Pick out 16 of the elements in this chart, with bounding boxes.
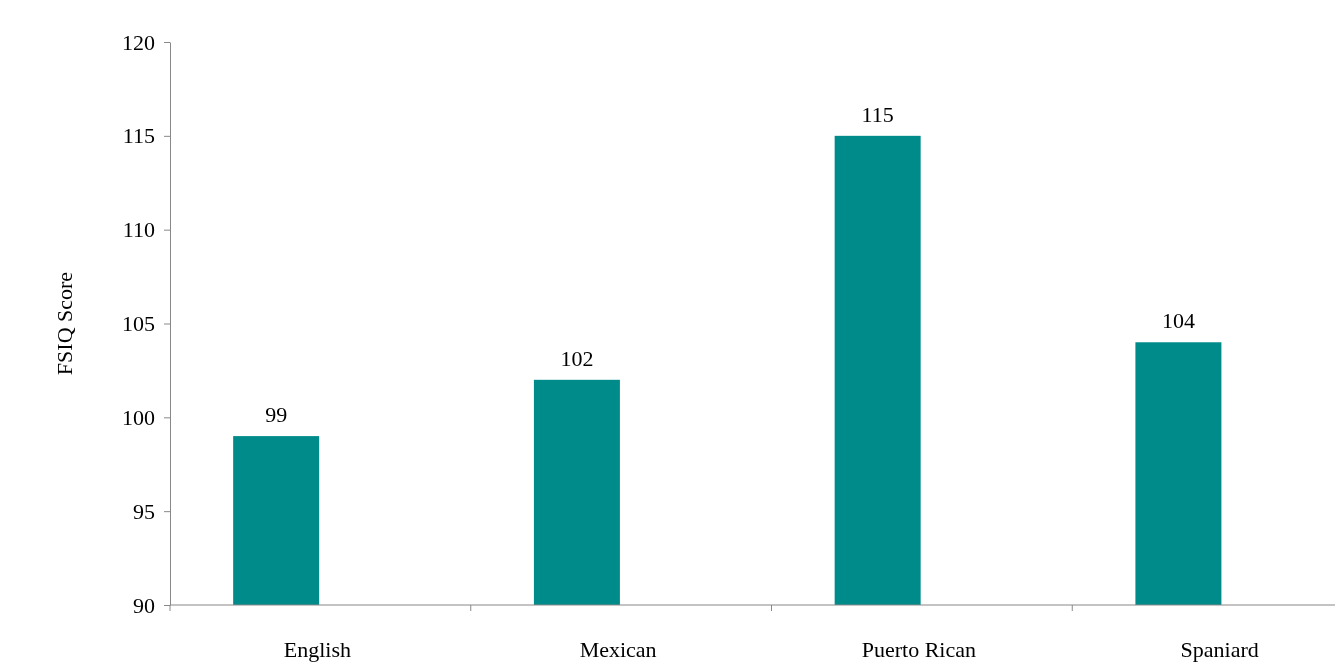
y-tick-label: 105 xyxy=(122,311,155,337)
data-label: 99 xyxy=(265,402,288,428)
y-tick-label: 100 xyxy=(122,404,155,430)
y-tick-label: 95 xyxy=(133,498,155,524)
data-label: 104 xyxy=(1161,308,1195,334)
x-tick-label: Puerto Rican xyxy=(861,637,977,662)
data-label: 115 xyxy=(861,101,894,127)
y-tick-label: 120 xyxy=(122,29,155,55)
x-tick-label: Spaniard xyxy=(1180,637,1259,662)
y-tick-label: 115 xyxy=(122,123,155,149)
y-tick-label: 90 xyxy=(133,592,155,618)
x-tick-label: English xyxy=(283,637,351,662)
y-axis-title: FSIQ Score xyxy=(52,271,77,376)
x-tick-label: Mexican xyxy=(579,637,657,662)
y-tick-label: 110 xyxy=(122,217,155,243)
data-label: 102 xyxy=(560,345,594,371)
